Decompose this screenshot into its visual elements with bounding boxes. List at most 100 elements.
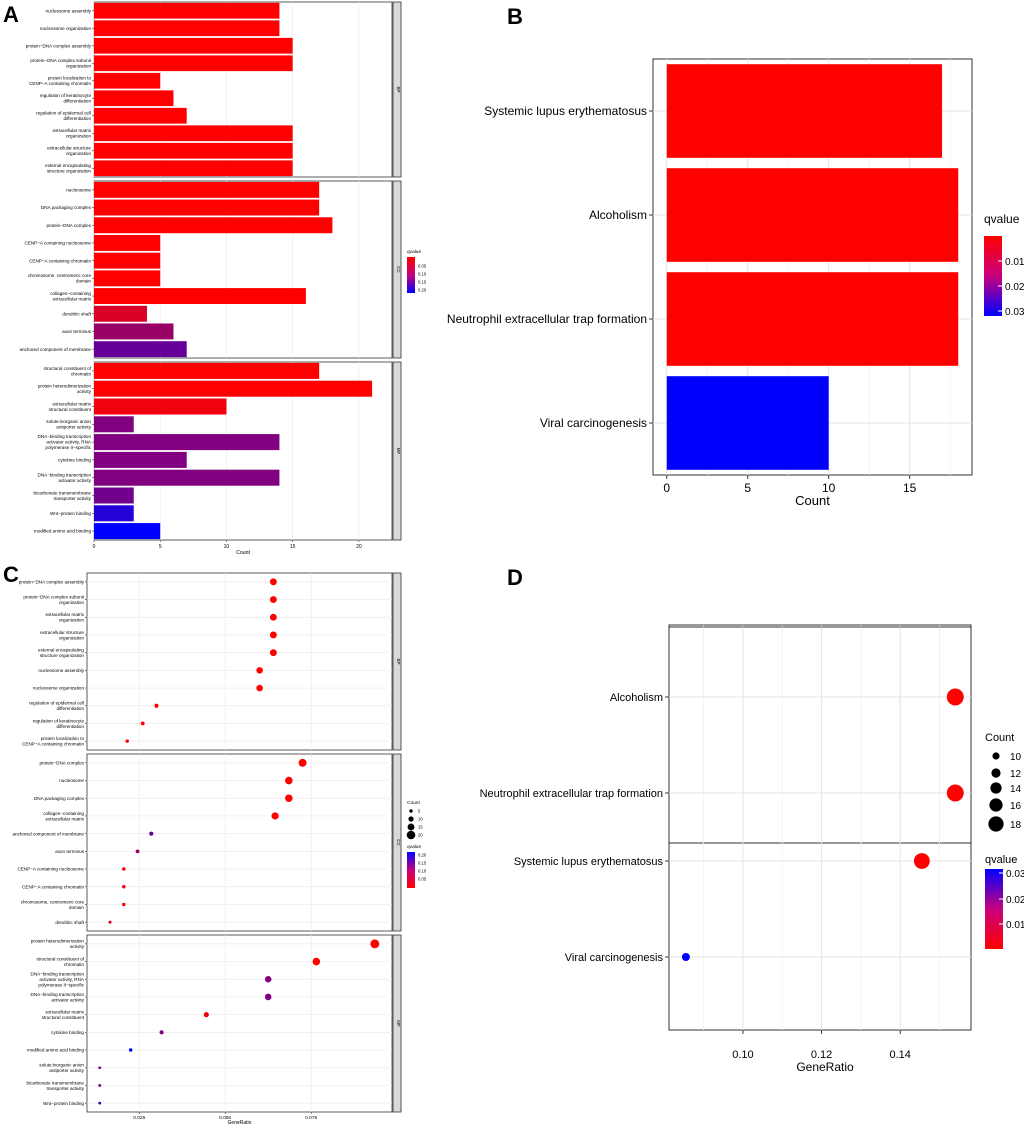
size-legend-point [991,768,1001,778]
y-tick-label: dendritic shaft [55,920,84,925]
y-tick-label: CENP−A containing chromatin [22,884,84,889]
y-tick-label: structure organization [40,653,85,658]
y-tick-label: activator activity, RNA [46,440,92,445]
x-tick-label: 15 [290,544,296,550]
y-tick-label: collagen−containing [43,811,84,816]
legend-tick-label: 0.15 [418,280,427,285]
y-tick-label: bicarbonate transmembrane [27,1080,85,1085]
legend-colorbar [984,236,1002,316]
point [128,1048,133,1052]
x-axis-label: GeneRatio [228,1120,252,1125]
bar [94,505,134,522]
point [203,1012,209,1018]
bar [94,20,280,37]
size-legend-point [989,798,1003,812]
y-tick-label: Neutrophil extracellular trap formation [480,788,663,800]
chart-d: Alcoholism Neutrophil extracellular trap … [480,624,1024,1074]
y-tick-label: CENP−A containing chromatin [29,258,91,263]
bar [94,523,161,540]
facet-strip-label: MF [396,448,401,455]
y-tick-label: protein−DNA complex assembly [19,579,85,584]
facet-strip-label: MF [396,1020,401,1027]
size-legend-point [407,823,415,831]
facet-strip [392,1,402,178]
legend-title: qvalue [407,844,421,850]
y-tick-label: regulation of epidermal cell [36,111,91,116]
x-tick-label: 15 [903,481,917,495]
y-tick-label: protein heterodimerization [31,939,85,944]
bar [94,398,227,415]
y-tick-label: extracellular structure [40,630,84,635]
x-tick-label: 0 [663,481,670,495]
y-tick-label: protein−DNA complex [46,223,91,228]
point [159,1030,164,1035]
y-tick-label: Viral carcinogenesis [565,952,664,964]
bar [94,487,134,504]
legend-title: qvalue [985,854,1017,866]
bar [94,199,320,216]
y-tick-label: cytokine binding [58,458,91,463]
point [269,596,277,603]
facet-strip [392,180,402,359]
facet-panel-bp [86,572,393,751]
y-tick-label: differentiation [57,706,85,711]
legend-title: qvalue [407,249,421,255]
point [256,667,263,674]
size-legend-label: 10 [418,817,423,822]
bar [94,469,280,486]
y-tick-label: Systemic lupus erythematosus [514,856,664,868]
y-tick-label: structure organization [47,169,92,174]
y-tick-label: anchored component of membrane [12,831,84,836]
x-axis-label: Count [795,493,830,508]
y-tick-label: organization [66,134,91,139]
bar [666,272,959,366]
point [98,1066,102,1070]
size-legend-point [408,816,414,822]
y-tick-label: Wnt−protein binding [50,511,91,516]
bar [94,451,187,468]
y-tick-label: Alcoholism [589,208,647,222]
facet-strip-label: CC [396,266,401,273]
size-legend-point [990,782,1002,794]
legend-colorbar [985,869,1003,949]
y-tick-label: anchored component of membrane [19,347,91,352]
y-tick-label: polymerase II−specific [38,982,84,987]
legend-tick-label: 0.15 [418,861,427,866]
legend-tick-label: 0.01 [1005,257,1024,268]
y-tick-label: differentiation [64,116,92,121]
y-tick-label: CENP−A containing chromatin [22,742,84,747]
y-tick-label: nucleosome assembly [39,668,85,673]
y-tick-label: DNA−binding transcription [31,992,85,997]
point [946,688,964,706]
bar [94,125,293,142]
x-tick-label: 0 [93,544,96,550]
y-tick-label: extracellular matrix [45,612,84,617]
point [140,721,145,726]
legend-tick-label: 0.03 [1005,307,1024,318]
y-tick-label: DNA−binding transcription [38,434,92,439]
bar [666,376,829,470]
bar [94,37,293,54]
legend-tick-label: 0.01 [1006,920,1024,931]
chart-b: Systemic lupus erythematosus Alcoholism Ne… [447,58,1024,508]
y-tick-label: structural constituent of [37,956,85,961]
y-tick-label: transporter activity [46,1086,84,1091]
facet-strip-label: BP [396,658,401,664]
point [269,631,277,639]
x-tick-label: 0.025 [133,1115,145,1121]
bar [94,160,293,177]
y-tick-label: domain [69,905,85,910]
y-tick-label: organization [59,618,84,623]
bar [94,380,373,397]
legend-tick-label: 0.05 [418,264,427,269]
size-legend-label: 12 [1010,769,1022,780]
y-tick-label: Neutrophil extracellular trap formation [447,312,647,326]
y-tick-label: protein heterodimerization [38,384,92,389]
legend-tick-label: 0.02 [1005,282,1024,293]
y-tick-label: organization [66,64,91,69]
point [285,794,293,803]
y-tick-label: organization [59,635,84,640]
y-tick-label: activity [70,944,85,949]
y-tick-label: regulation of keratinocyte [40,93,92,98]
